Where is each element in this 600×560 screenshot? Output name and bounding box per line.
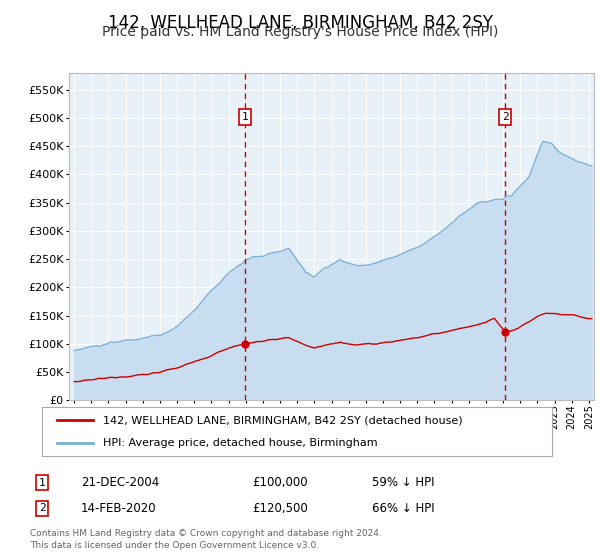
Text: 66% ↓ HPI: 66% ↓ HPI xyxy=(372,502,434,515)
Text: HPI: Average price, detached house, Birmingham: HPI: Average price, detached house, Birm… xyxy=(103,438,378,448)
Text: 2: 2 xyxy=(38,503,46,514)
Text: Price paid vs. HM Land Registry's House Price Index (HPI): Price paid vs. HM Land Registry's House … xyxy=(102,25,498,39)
Text: £120,500: £120,500 xyxy=(252,502,308,515)
Text: 1: 1 xyxy=(38,478,46,488)
Text: £100,000: £100,000 xyxy=(252,476,308,489)
Text: 142, WELLHEAD LANE, BIRMINGHAM, B42 2SY: 142, WELLHEAD LANE, BIRMINGHAM, B42 2SY xyxy=(107,14,493,32)
Text: Contains HM Land Registry data © Crown copyright and database right 2024.
This d: Contains HM Land Registry data © Crown c… xyxy=(30,529,382,550)
Text: 21-DEC-2004: 21-DEC-2004 xyxy=(81,476,159,489)
Text: 1: 1 xyxy=(242,112,248,122)
Text: 142, WELLHEAD LANE, BIRMINGHAM, B42 2SY (detached house): 142, WELLHEAD LANE, BIRMINGHAM, B42 2SY … xyxy=(103,416,463,426)
Text: 59% ↓ HPI: 59% ↓ HPI xyxy=(372,476,434,489)
Text: 14-FEB-2020: 14-FEB-2020 xyxy=(81,502,157,515)
Text: 2: 2 xyxy=(502,112,509,122)
